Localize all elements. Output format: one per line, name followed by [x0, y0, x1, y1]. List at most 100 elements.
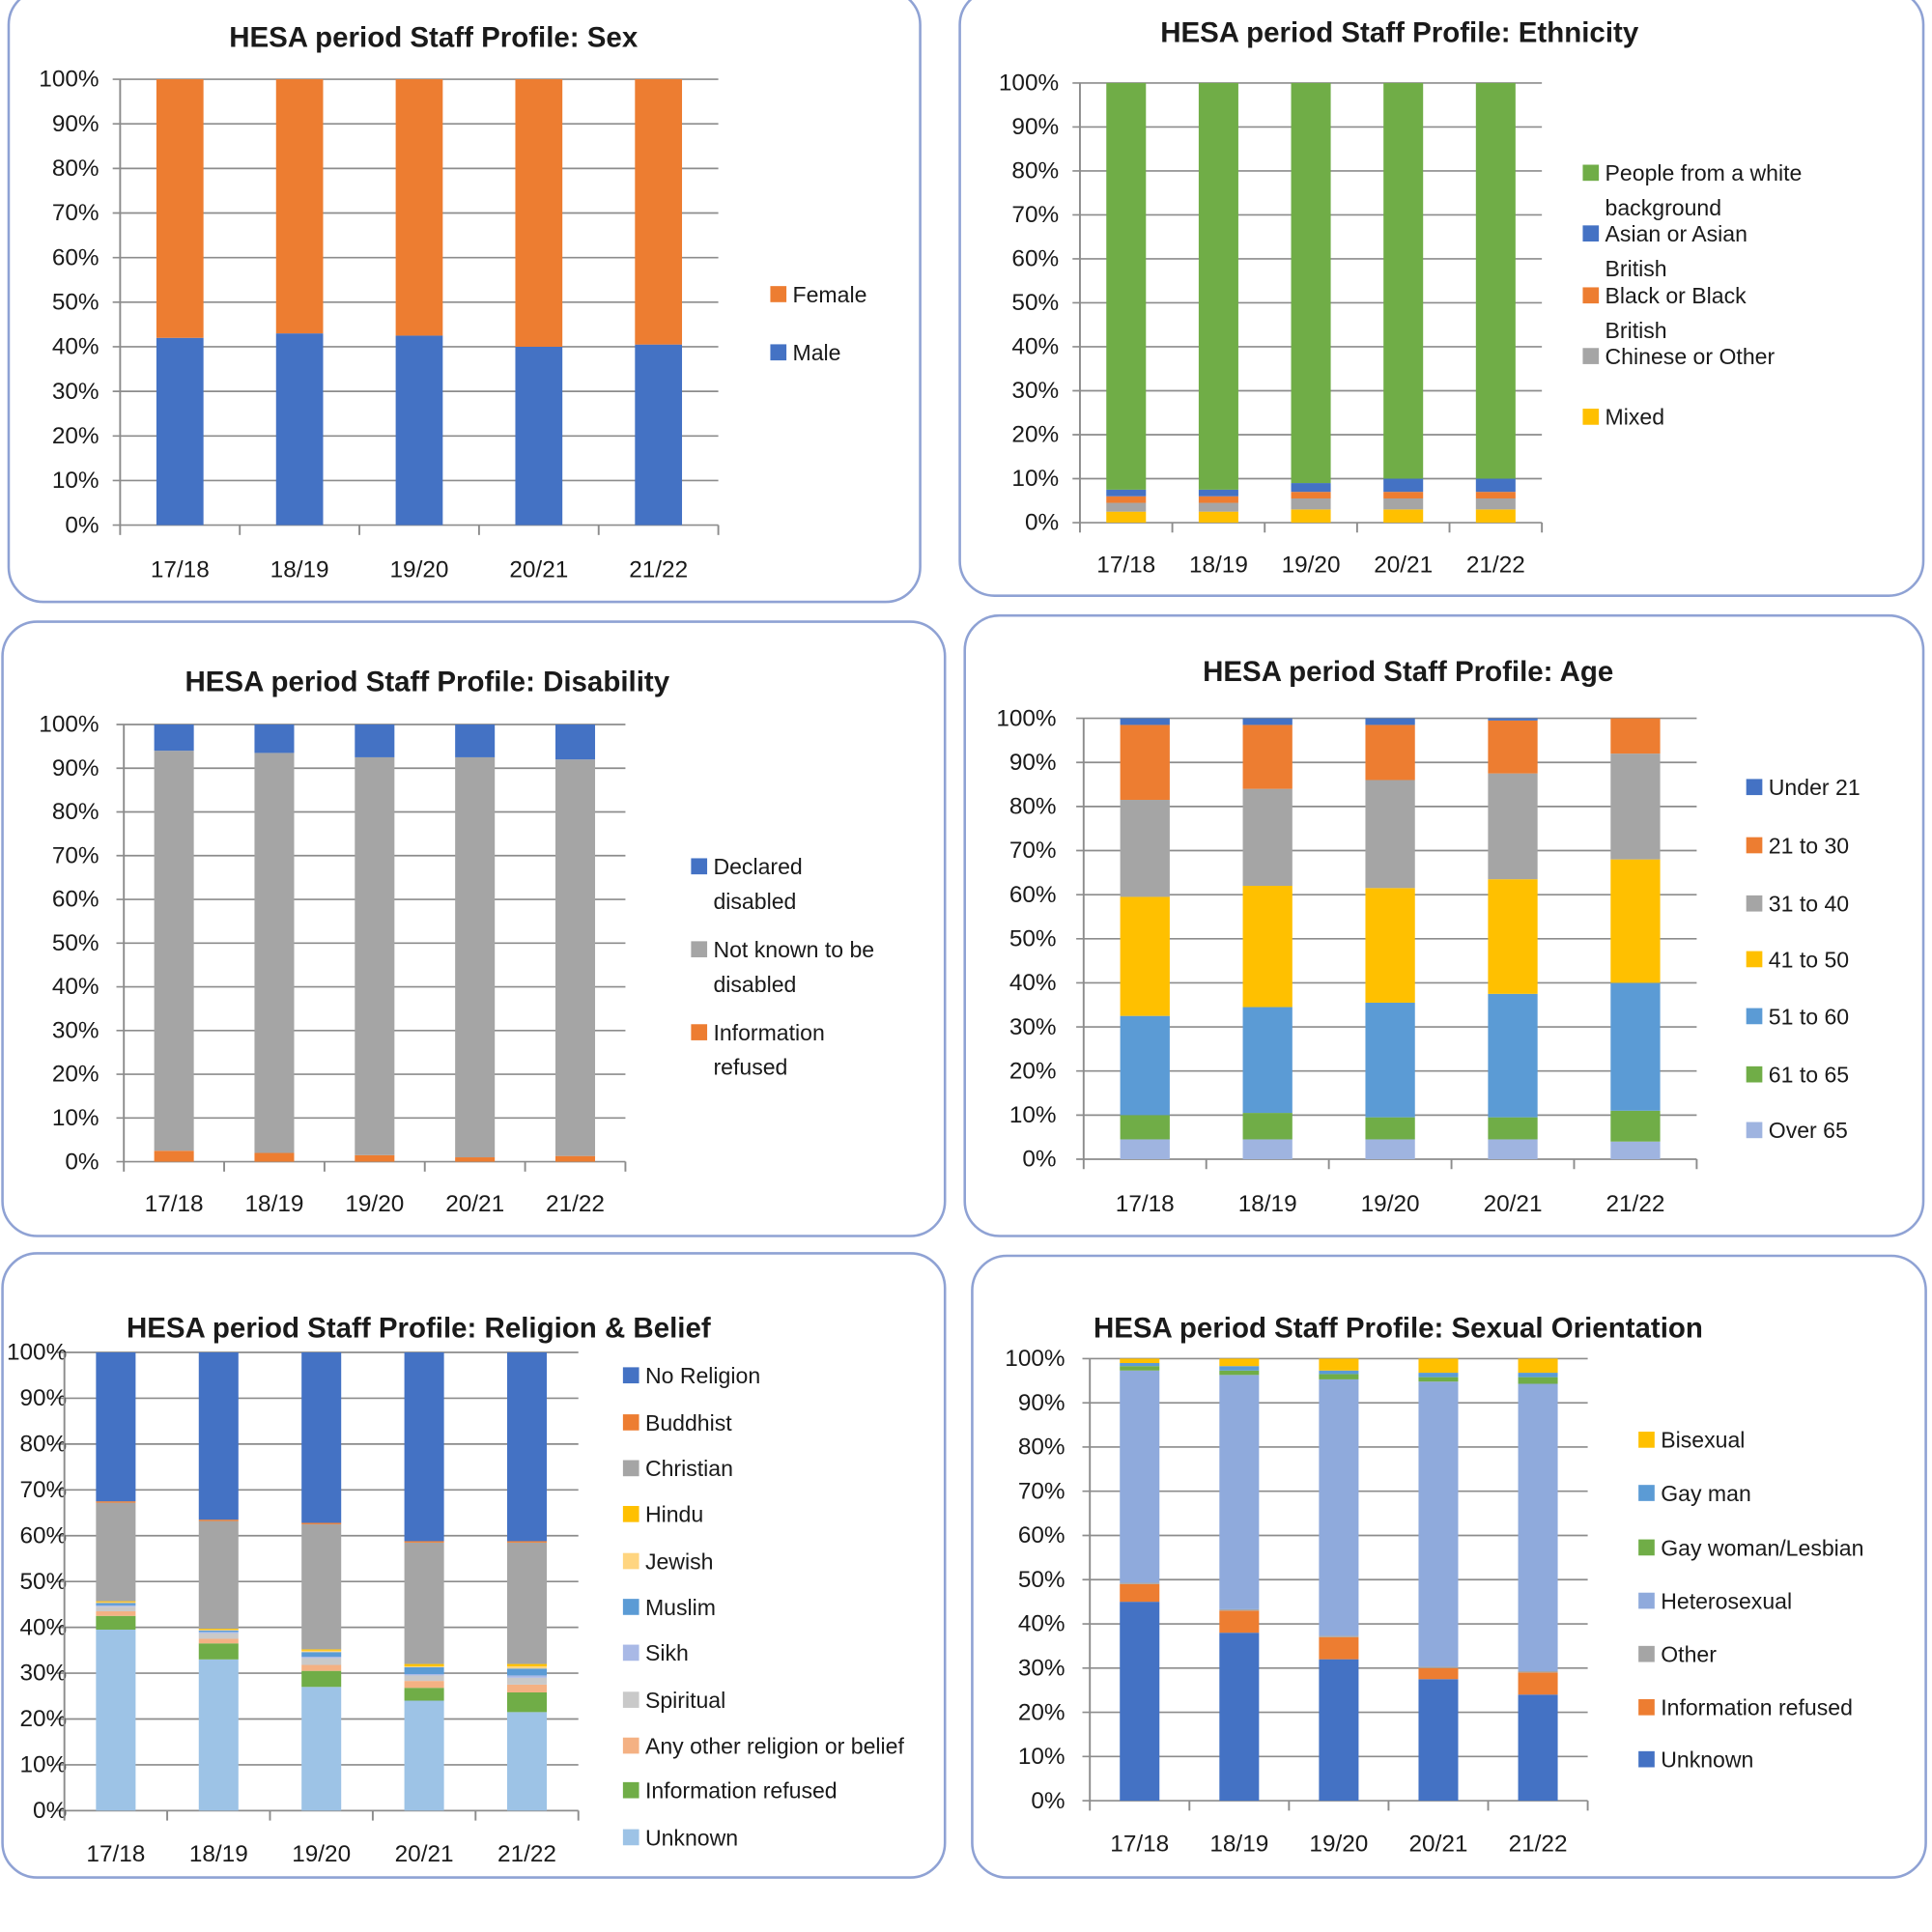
x-tick-label: 18/19 [270, 556, 329, 582]
legend-swatch [1746, 895, 1763, 912]
y-tick-label: 80% [1011, 158, 1059, 185]
legend-item: Chinese or Other [1582, 344, 1775, 369]
legend-label: Sikh [645, 1640, 689, 1665]
bar-segment-sikh [404, 1674, 444, 1676]
bar-segment-christian [507, 1542, 548, 1664]
legend-item: Jewish [622, 1548, 713, 1574]
bar-segment-gay-man [1319, 1370, 1359, 1375]
bar-segment-51-to-60 [1488, 993, 1538, 1118]
y-tick-label: 30% [19, 1661, 67, 1687]
bar-segment-unknown [404, 1700, 444, 1811]
x-tick-label: 17/18 [145, 1191, 204, 1217]
y-tick-label: 70% [52, 200, 99, 226]
y-tick-label: 20% [1018, 1699, 1065, 1725]
chart-ethnicity: HESA period Staff Profile: Ethnicity 0% 10… [958, 0, 1925, 597]
legend-label: Under 21 [1769, 775, 1861, 800]
x-tick-label: 19/20 [345, 1191, 404, 1217]
bar-segment-male [515, 346, 563, 526]
bar-segment-muslim [404, 1666, 444, 1674]
bar-segment-people-from-a-white-background [1383, 82, 1424, 479]
legend-swatch [622, 1644, 639, 1662]
legend-swatch [1638, 1432, 1655, 1448]
bar-segment-chinese-or-other [1291, 497, 1331, 510]
legend-label: Information refused [645, 1778, 838, 1804]
x-tick-label: 21/22 [546, 1191, 605, 1217]
bar-segment-sikh [507, 1675, 548, 1678]
bar-segment-declared-disabled [555, 724, 596, 760]
legend-label: 51 to 60 [1769, 1004, 1849, 1029]
legend-item: Not known to be disabled [691, 937, 874, 997]
bar-segment-asian-or-asian-british [1383, 478, 1424, 493]
bar-segment-not-known-to-be-disabled [555, 759, 596, 1156]
y-tick-label: 10% [52, 1105, 99, 1131]
bar-segment-bisexual [1120, 1358, 1160, 1363]
bar-segment-female [395, 79, 443, 336]
bar-segment-bisexual [1518, 1358, 1558, 1374]
y-tick-label: 90% [52, 755, 99, 781]
bar-segment-hindu [96, 1601, 136, 1603]
y-tick-label: 50% [52, 930, 99, 956]
bar-segment-other [1518, 1670, 1558, 1673]
bar-segment-21-to-30 [1610, 718, 1661, 754]
x-tick-label: 20/21 [1409, 1832, 1468, 1858]
bar-segment-information-refused [198, 1643, 239, 1660]
bar-segment-other [1120, 1582, 1160, 1584]
y-tick-label: 10% [19, 1752, 67, 1778]
bar-segment-spiritual [301, 1658, 342, 1665]
y-tick-label: 40% [52, 334, 99, 360]
bar-segment-buddhist [301, 1522, 342, 1524]
bar-segment-information-refused [1518, 1672, 1558, 1695]
legend-label: Other [1661, 1642, 1717, 1667]
chart-title: HESA period Staff Profile: Ethnicity [1160, 17, 1639, 49]
legend-swatch [691, 858, 708, 875]
legend-item: Bisexual [1638, 1428, 1745, 1453]
bar-segment-muslim [96, 1603, 136, 1605]
legend-item: Black or Black British [1582, 283, 1747, 343]
legend-swatch [622, 1505, 639, 1522]
bar-segment-61-to-65 [1488, 1117, 1538, 1140]
legend-item: 51 to 60 [1746, 1004, 1849, 1029]
legend-label: Christian [645, 1456, 733, 1481]
legend-label: Heterosexual [1661, 1588, 1792, 1613]
bar-segment-mixed [1291, 509, 1331, 524]
bar-segment-information-refused [1319, 1636, 1359, 1660]
legend-item: 21 to 30 [1746, 833, 1849, 858]
bar-segment-51-to-60 [1242, 1007, 1293, 1114]
bar-segment-gay-man [1418, 1373, 1459, 1378]
legend-item: Heterosexual [1638, 1588, 1792, 1613]
y-tick-label: 40% [1011, 334, 1059, 360]
x-tick-label: 20/21 [1374, 552, 1433, 578]
bar-segment-no-religion [198, 1352, 239, 1520]
bar-segment-gay-woman-lesbian [1219, 1370, 1260, 1376]
bar-segment-any-other-religion-or-belief [301, 1664, 342, 1671]
bar-segment-black-or-black-british [1475, 492, 1516, 498]
legend-item: Mixed [1582, 405, 1664, 430]
bar-segment-21-to-30 [1365, 724, 1415, 781]
y-tick-label: 10% [1011, 466, 1059, 492]
x-tick-label: 18/19 [245, 1191, 304, 1217]
y-tick-label: 50% [1011, 290, 1059, 316]
bar-segment-mixed [1475, 509, 1516, 524]
bar-segment-christian [198, 1520, 239, 1630]
bar-segment-over-65 [1365, 1139, 1415, 1159]
legend-swatch [622, 1691, 639, 1708]
bar-segment-under-21 [1365, 718, 1415, 725]
bar-segment-not-known-to-be-disabled [355, 756, 395, 1155]
legend-label: Any other religion or belief [645, 1733, 905, 1758]
legend-swatch [1582, 225, 1600, 242]
bar-segment-no-religion [96, 1352, 136, 1502]
legend-item: Gay woman/Lesbian [1638, 1535, 1863, 1560]
bar-segment-41-to-50 [1242, 886, 1293, 1008]
bar-segment-unknown [198, 1659, 239, 1811]
bar-segment-declared-disabled [355, 724, 395, 757]
bar-segment-unknown [1518, 1694, 1558, 1802]
bar-segment-chinese-or-other [1106, 502, 1147, 512]
legend-label: Female [793, 282, 867, 307]
legend-item: People from a white background [1582, 160, 1802, 220]
legend-item: Gay man [1638, 1481, 1751, 1506]
x-tick-label: 20/21 [395, 1841, 454, 1867]
bar-segment-gay-man [1120, 1362, 1160, 1367]
legend-swatch [1638, 1539, 1655, 1556]
bar-segment-61-to-65 [1610, 1110, 1661, 1142]
x-tick-label: 18/19 [1189, 552, 1248, 578]
